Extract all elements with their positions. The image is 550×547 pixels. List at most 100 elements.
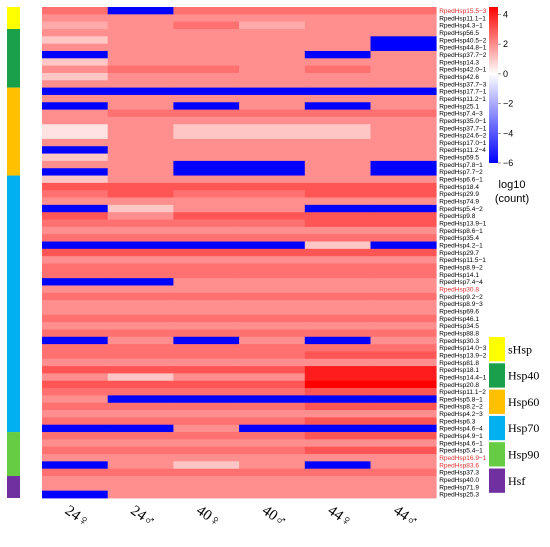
row-label: RpedHsp71.9 <box>439 484 479 491</box>
heatmap-cell <box>107 285 174 294</box>
heatmap-cell <box>107 476 174 484</box>
heatmap-cell <box>173 417 240 426</box>
heatmap-cell <box>173 219 240 228</box>
heatmap-cell <box>370 270 437 279</box>
row-label: RpedHsp5.8−1 <box>439 396 483 403</box>
heatmap-cell <box>304 285 371 294</box>
heatmap-cell <box>239 58 306 67</box>
heatmap-cell <box>304 424 371 433</box>
heatmap-cell <box>107 461 174 470</box>
heatmap-cell <box>42 432 109 440</box>
heatmap-cell <box>107 14 174 23</box>
heatmap-cell <box>173 322 240 330</box>
heatmap-cell <box>304 212 371 220</box>
heatmap-cell <box>370 314 437 323</box>
colorbar: 4 2 0 −2 −4 −6 log10 (count) <box>489 7 529 205</box>
heatmap-cell <box>304 358 371 367</box>
legend-label-hsp40: Hsp40 <box>508 369 539 383</box>
family-legend: sHsp Hsp40 Hsp60 Hsp70 Hsp90 Hsf <box>489 337 539 493</box>
heatmap-cell <box>239 131 306 140</box>
heatmap-cell <box>304 468 371 477</box>
heatmap-cell <box>173 351 240 360</box>
row-label: RpedHsp7.4−3 <box>439 111 483 118</box>
heatmap-cell <box>42 116 109 125</box>
heatmap-cell <box>370 80 437 89</box>
heatmap-cell <box>239 94 306 103</box>
heatmap-cell <box>370 87 437 96</box>
heatmap-cell <box>304 28 371 37</box>
heatmap-cell <box>304 175 371 184</box>
colorbar-gradient <box>489 7 498 163</box>
heatmap-cell <box>173 28 240 37</box>
heatmap-cell <box>304 43 371 52</box>
heatmap-cell <box>239 212 306 220</box>
heatmap-cell <box>173 329 240 338</box>
heatmap-cell <box>239 468 306 477</box>
heatmap-cell <box>42 417 109 426</box>
heatmap-cell <box>107 131 174 140</box>
row-label: RpedHsp11.2−4 <box>439 147 486 154</box>
heatmap-cell <box>42 36 109 45</box>
heatmap-cell <box>107 344 174 352</box>
heatmap-cell <box>370 439 437 448</box>
heatmap-cell <box>370 248 437 257</box>
heatmap-cell <box>107 417 174 426</box>
heatmap-cell <box>370 138 437 147</box>
heatmap-cell <box>173 43 240 52</box>
heatmap-cell <box>304 373 371 382</box>
heatmap-cell <box>173 131 240 140</box>
heatmap-cell <box>107 43 174 52</box>
heatmap-cell <box>370 190 437 198</box>
row-label: RpedHsp24.6−2 <box>439 133 487 140</box>
heatmap-cell <box>239 285 306 294</box>
heatmap-cell <box>370 476 437 484</box>
row-label: RpedHsp8.6−1 <box>439 228 483 235</box>
colorbar-tick-label: −4 <box>503 128 513 138</box>
row-label: RpedHsp35.0−1 <box>439 118 487 125</box>
heatmap-cell <box>42 204 109 213</box>
row-label: RpedHsp4.6−4 <box>439 426 483 433</box>
heatmap-cell <box>42 424 109 433</box>
heatmap-cell <box>370 402 437 411</box>
row-label: RpedHsp15.5−3 <box>439 8 487 15</box>
heatmap-cell <box>239 439 306 448</box>
heatmap-cell <box>304 314 371 323</box>
heatmap-cell <box>370 241 437 250</box>
heatmap-cell <box>107 109 174 118</box>
heatmap-cell <box>239 322 306 330</box>
heatmap-cell <box>173 439 240 448</box>
row-label: RpedHsp20.8 <box>439 382 479 389</box>
heatmap-cell <box>107 204 174 213</box>
heatmap-cell <box>304 131 371 140</box>
heatmap-cell <box>370 366 437 374</box>
heatmap-cell <box>304 483 371 492</box>
row-label: RpedHsp56.5 <box>439 30 479 37</box>
heatmap-cell <box>304 446 371 455</box>
heatmap-cell <box>42 153 109 162</box>
heatmap-cell <box>173 36 240 45</box>
row-label: RpedHsp11.2−1 <box>439 96 486 103</box>
heatmap-cell <box>42 285 109 294</box>
heatmap-cell <box>42 182 109 191</box>
heatmap-cell <box>107 336 174 345</box>
heatmap-cell <box>42 65 109 74</box>
heatmap-cell <box>42 314 109 323</box>
heatmap-cell <box>304 168 371 176</box>
heatmap-cell <box>107 454 174 462</box>
heatmap-cell <box>107 94 174 103</box>
heatmap-cell <box>107 160 174 169</box>
heatmap-cell <box>239 388 306 396</box>
heatmap-cell <box>42 358 109 367</box>
heatmap-cell <box>42 351 109 360</box>
heatmap-cell <box>370 43 437 52</box>
heatmap-cell <box>370 329 437 338</box>
row-label: RpedHsp11.5−1 <box>439 257 486 264</box>
colorbar-tick-label: 4 <box>503 9 508 19</box>
heatmap-cell <box>304 292 371 301</box>
heatmap-cell <box>107 490 174 499</box>
heatmap-cell <box>42 109 109 118</box>
heatmap-cell <box>370 94 437 103</box>
heatmap-cell <box>304 124 371 132</box>
heatmap-cell <box>370 322 437 330</box>
heatmap-cell <box>173 168 240 176</box>
